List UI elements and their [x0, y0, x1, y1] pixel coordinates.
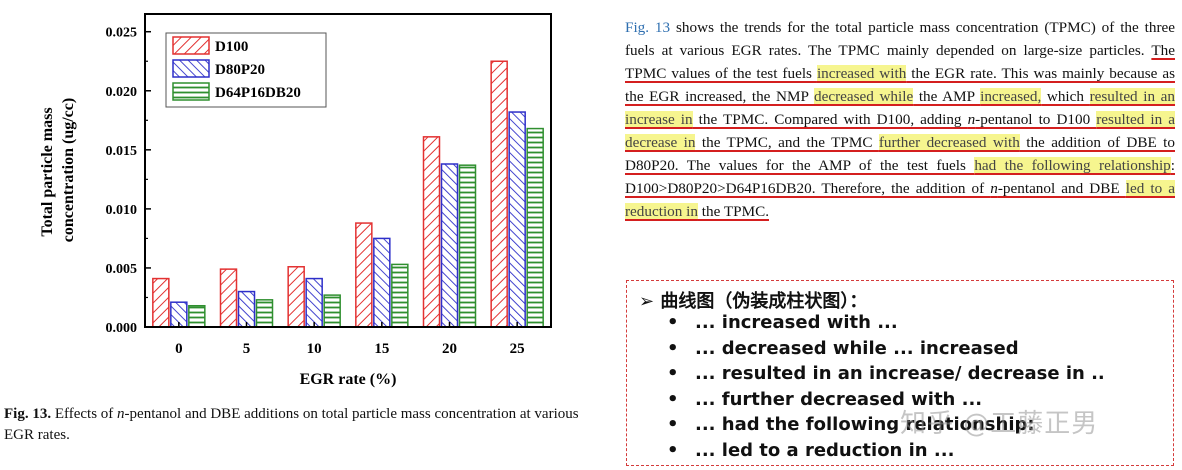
bar-d100-5: [219, 268, 238, 328]
legend-swatch: [172, 36, 210, 55]
x-tick-label: 25: [510, 341, 525, 357]
paragraph-run[interactable]: Fig. 13: [625, 19, 671, 36]
chart-legend: D100 D80P20 D64P16DB20: [165, 32, 327, 108]
bar-d100-10: [287, 266, 305, 328]
x-tick-label: 5: [243, 341, 251, 357]
caption-label: Fig. 13.: [4, 406, 52, 422]
legend-label: D100: [215, 39, 248, 55]
paragraph-run: -pentanol and DBE: [997, 180, 1126, 197]
paragraph-run: had the following relationship: [974, 157, 1171, 174]
y-tick-label: 0.005: [106, 262, 138, 277]
paragraph-run: decreased while: [814, 88, 914, 105]
y-tick-label: 0.000: [106, 321, 138, 336]
summary-item: ... led to a reduction in ...: [667, 438, 1105, 464]
y-axis-label-line-1: Total particle mass: [39, 107, 56, 236]
y-tick-label: 0.015: [106, 144, 138, 159]
bar-chart: 0.000 0.005 0.010 0.015 0.020 0.025 0 5 10 15 20 25…: [39, 13, 552, 388]
paragraph-run: the TPMC. Compared with D100, adding: [692, 111, 968, 128]
caption-text-2: -pentanol and DBE additions on total par…: [4, 406, 579, 443]
y-axis-label-line-2: concentration (ug/cc): [60, 98, 77, 242]
summary-item: ... decreased while ... increased: [667, 336, 1105, 362]
bar-d64p16db20-10: [323, 294, 341, 328]
summary-item: ... resulted in an increase/ decrease in…: [667, 361, 1105, 387]
paragraph-run: the AMP: [913, 88, 981, 105]
summary-box: ➢ 曲线图（伪装成柱状图）： ... increased with ... ..…: [626, 280, 1174, 466]
bar-d100-0: [152, 277, 170, 328]
summary-item: ... further decreased with ...: [667, 387, 1105, 413]
paragraph-run: The TPMC values of the test fuels: [625, 42, 1175, 82]
bar-d100-15: [355, 222, 373, 328]
summary-item: ... had the following relationship:: [667, 412, 1105, 438]
caption-italic: n: [117, 406, 125, 422]
bar-d100-20: [422, 136, 441, 328]
plot-frame: [144, 13, 552, 328]
bar-d80p20-15: [373, 237, 391, 328]
bar-d80p20-5: [237, 290, 256, 328]
x-axis-label: EGR rate (%): [300, 371, 397, 388]
bar-d80p20-25: [508, 111, 526, 328]
x-tick-label: 15: [374, 341, 389, 357]
bar-d64p16db20-25: [526, 127, 544, 328]
summary-item: ... increased with ...: [667, 310, 1105, 336]
figure-caption: Fig. 13. Effects of n-pentanol and DBE a…: [4, 404, 594, 446]
paragraph-run: increased,: [980, 88, 1042, 105]
paragraph-run: n: [990, 180, 998, 197]
bar-d64p16db20-15: [391, 263, 409, 328]
x-tick-label: 20: [442, 341, 457, 357]
watermark: 知乎 @工藤正男: [900, 409, 1099, 439]
bar-d64p16db20-0: [188, 304, 206, 328]
paragraph-run: n: [967, 111, 976, 128]
y-tick-label: 0.010: [106, 203, 138, 218]
bar-d80p20-20: [440, 163, 459, 328]
legend-swatch: [172, 82, 210, 101]
body-paragraph: Fig. 13 shows the trends for the total p…: [625, 16, 1176, 223]
caption-text-1: Effects of: [51, 406, 118, 422]
paragraph-run: shows the trends for the total particle …: [625, 19, 1175, 59]
summary-box-title: ➢ 曲线图（伪装成柱状图）：: [639, 291, 868, 312]
bar-d100-25: [490, 60, 508, 328]
legend-label: D64P16DB20: [215, 85, 301, 101]
bar-d64p16db20-5: [255, 299, 274, 328]
paragraph-run: increased with: [816, 65, 907, 82]
legend-label: D80P20: [215, 62, 265, 78]
x-tick-label: 10: [307, 341, 322, 357]
summary-list: ... increased with ... ... decreased whi…: [667, 310, 1105, 463]
y-tick-label: 0.020: [106, 85, 138, 100]
paragraph-run: further decreased with: [878, 134, 1020, 151]
paragraph-run: -pentanol to D100: [975, 111, 1097, 128]
y-axis-label: Total particle mass concentration (ug/cc…: [39, 98, 77, 242]
legend-swatch: [172, 59, 210, 78]
paragraph-run: : D100>D80P20>D64P16DB20. Therefore, the…: [625, 157, 1175, 197]
paragraph-run: the TPMC, and the TPMC: [695, 134, 879, 151]
paragraph-run: which: [1041, 88, 1090, 105]
bar-d64p16db20-20: [458, 164, 477, 328]
x-tick-label: 0: [175, 341, 183, 357]
bar-d80p20-10: [305, 277, 323, 328]
y-tick-label: 0.025: [106, 26, 138, 41]
paragraph-run: the TPMC.: [697, 203, 769, 220]
paragraph-run: the EGR rate. This was mainly because as…: [625, 65, 1175, 105]
paragraph-run: the addition of DBE to D80P20. The value…: [625, 134, 1175, 174]
